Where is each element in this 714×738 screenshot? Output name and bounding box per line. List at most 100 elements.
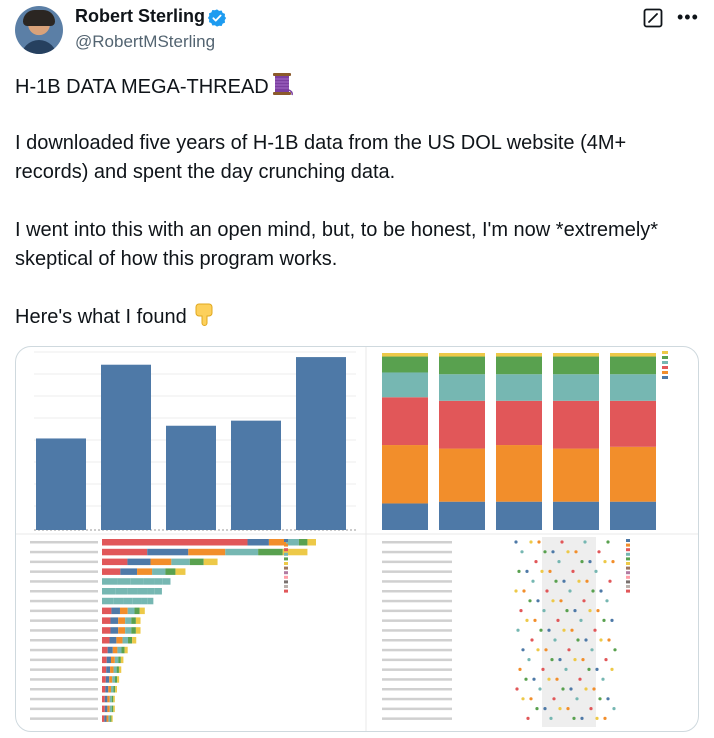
dot-13-3 xyxy=(604,658,608,662)
hlegend-swatch-10 xyxy=(284,580,288,584)
legend-swatch-4 xyxy=(662,366,668,369)
author-handle[interactable]: @RobertMSterling xyxy=(75,32,216,51)
dot-4-1 xyxy=(525,569,529,573)
dot-12-3 xyxy=(567,648,571,652)
dot-16-5 xyxy=(561,687,565,691)
dot-8-3 xyxy=(519,609,523,613)
avatar-hair xyxy=(23,10,55,26)
hbar-seg-8-5 xyxy=(134,607,140,615)
hbar-seg-13-2 xyxy=(106,656,111,664)
hbar-seg-12-3 xyxy=(112,646,118,654)
hbar-seg-12-6 xyxy=(124,646,128,654)
dot-5-6 xyxy=(577,579,581,583)
hbar-seg-5-4 xyxy=(143,578,155,585)
more-options-icon[interactable]: ••• xyxy=(677,7,699,27)
hbar-seg-18-1 xyxy=(102,705,105,713)
stack-seg-1-3 xyxy=(382,397,428,446)
hbar-seg-17-5 xyxy=(111,695,114,703)
dot-15-5 xyxy=(524,677,528,681)
dot-row-label xyxy=(382,639,452,642)
hbar-seg-8-6 xyxy=(139,607,145,615)
hbar-seg-2-4 xyxy=(225,548,259,556)
dot-legend-swatch-9 xyxy=(626,575,630,579)
hlegend-swatch-12 xyxy=(284,589,288,593)
dot-13-6 xyxy=(573,658,577,662)
stack-seg-2-4 xyxy=(439,374,485,401)
hbar-seg-3-4 xyxy=(171,558,190,566)
dot-17-4 xyxy=(575,697,579,701)
grok-icon[interactable] xyxy=(643,8,663,28)
row-label-placeholder xyxy=(30,678,98,681)
row-label-placeholder xyxy=(30,629,98,632)
hbar-seg-18-5 xyxy=(111,705,114,713)
hbar-seg-16-3 xyxy=(108,686,111,693)
stack-seg-1-5 xyxy=(382,356,428,373)
stack-seg-1-6 xyxy=(382,353,428,357)
dot-9-5 xyxy=(602,618,606,622)
hbar-seg-9-5 xyxy=(131,617,136,624)
dot-10-3 xyxy=(593,628,597,632)
hbar-seg-13-4 xyxy=(114,656,119,664)
dot-7-1 xyxy=(536,599,540,603)
tweet-media-image[interactable] xyxy=(15,346,699,732)
hbar-seg-16-2 xyxy=(105,686,109,693)
hbar-seg-17-4 xyxy=(109,695,112,703)
dot-row-label xyxy=(382,697,452,701)
bar-year-1 xyxy=(36,438,86,530)
dot-19-1 xyxy=(580,716,584,720)
dot-8-6 xyxy=(588,609,592,613)
hbar-seg-11-1 xyxy=(102,637,110,644)
tweet-paragraph-2: I went into this with an open mind, but,… xyxy=(15,219,659,270)
avatar[interactable] xyxy=(15,6,63,54)
dot-row-label xyxy=(382,678,452,681)
stack-seg-3-6 xyxy=(496,353,542,357)
hbar-seg-13-3 xyxy=(110,656,115,664)
row-label-placeholder xyxy=(30,599,98,603)
stack-seg-2-5 xyxy=(439,356,485,375)
dot-9-6 xyxy=(525,618,529,622)
hbar-seg-14-5 xyxy=(116,666,119,673)
dot-band xyxy=(542,537,596,727)
dot-15-3 xyxy=(578,677,582,681)
hbar-seg-10-6 xyxy=(135,627,141,634)
hbar-seg-11-2 xyxy=(109,637,117,644)
hlegend-swatch-4 xyxy=(284,552,288,556)
hbar-seg-6-6 xyxy=(154,588,162,595)
dot-row-label xyxy=(382,668,452,671)
dot-5-3 xyxy=(608,579,612,583)
hbar-seg-2-5 xyxy=(258,548,283,556)
dot-18-5 xyxy=(535,707,539,711)
stack-seg-2-2 xyxy=(439,448,485,502)
dot-8-2 xyxy=(596,609,600,613)
dot-1-2 xyxy=(537,540,541,544)
hbar-seg-7-3 xyxy=(123,597,133,605)
tweet-title-line: H-1B DATA MEGA-THREAD xyxy=(15,72,695,102)
hbar-seg-9-2 xyxy=(110,617,119,624)
hlegend-swatch-3 xyxy=(284,548,288,552)
hbar-seg-5-5 xyxy=(154,578,163,585)
dot-15-4 xyxy=(601,677,605,681)
hbar-seg-10-5 xyxy=(131,627,136,634)
hbar-seg-15-1 xyxy=(102,676,106,683)
dot-9-1 xyxy=(610,618,614,622)
hbar-seg-18-4 xyxy=(109,705,112,713)
stack-seg-3-3 xyxy=(496,400,542,446)
dot-7-5 xyxy=(528,599,532,603)
row-label-placeholder xyxy=(30,570,98,573)
hlegend-swatch-8 xyxy=(284,571,288,575)
hbar-seg-17-3 xyxy=(107,695,110,703)
hbar-seg-2-3 xyxy=(188,548,226,556)
row-label-placeholder xyxy=(30,697,98,701)
row-label-placeholder xyxy=(30,550,98,554)
dot-19-5 xyxy=(572,716,576,720)
dot-10-4 xyxy=(516,628,520,632)
hbar-seg-6-3 xyxy=(127,588,138,595)
dot-11-2 xyxy=(607,638,611,642)
dot-legend-swatch-8 xyxy=(626,571,630,575)
author-name[interactable]: Robert Sterling xyxy=(75,6,206,26)
dot-5-2 xyxy=(585,579,589,583)
dot-15-6 xyxy=(547,677,551,681)
dot-10-1 xyxy=(547,628,551,632)
hbar-seg-15-3 xyxy=(109,676,113,683)
dot-12-1 xyxy=(521,648,525,652)
